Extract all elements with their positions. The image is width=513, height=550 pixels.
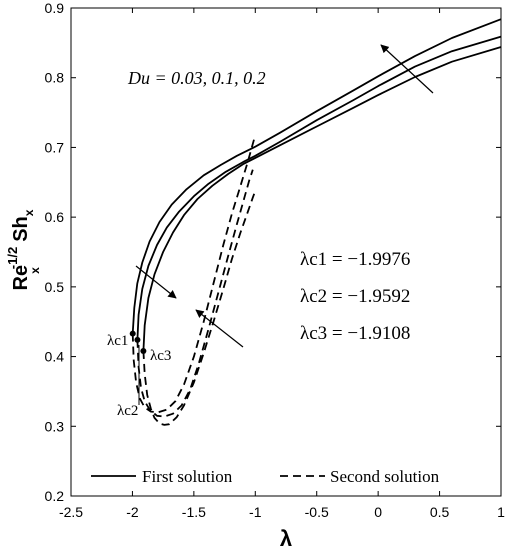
y-ticks: 0.2 0.3 0.4 0.5 0.6 0.7 0.8 0.9 (45, 0, 501, 504)
x-tick-label: -0.5 (305, 504, 329, 520)
y-tick-label: 0.3 (45, 418, 65, 434)
y-tick-label: 0.8 (45, 70, 65, 86)
du-annotation: Du = 0.03, 0.1, 0.2 (127, 68, 266, 88)
legend: First solution Second solution (91, 467, 440, 486)
series-layer (131, 18, 502, 426)
x-tick-label: -2.5 (59, 504, 83, 520)
critical-point-2 (134, 336, 141, 343)
first-solution-line-1 (131, 18, 502, 334)
arrow-lower (195, 309, 244, 348)
point-label-c1: λc1 (107, 333, 128, 349)
y-axis-title-sh: Sh (10, 216, 32, 242)
x-tick-label: -2 (126, 504, 139, 520)
second-solution-line-1 (131, 134, 257, 414)
second-solution-line-3 (142, 190, 257, 426)
first-solution-line-2 (136, 35, 502, 340)
y-tick-label: 0.6 (45, 209, 65, 225)
y-tick-label: 0.7 (45, 139, 65, 155)
second-solution-line-2 (136, 169, 254, 418)
x-tick-label: -1.5 (182, 504, 206, 520)
y-tick-label: 0.5 (45, 279, 65, 295)
x-tick-label: 1 (497, 504, 505, 520)
x-tick-label: 0.5 (430, 504, 450, 520)
point-label-c2: λc2 (117, 403, 138, 419)
lambda-c1-annotation: λc1 = −1.9976 (300, 249, 410, 270)
x-ticks: -2.5 -2 -1.5 -1 -0.5 0 0.5 1 (59, 8, 505, 520)
y-tick-label: 0.9 (45, 0, 65, 16)
y-axis-title-sub-x1: x (28, 267, 42, 274)
critical-point-3 (140, 347, 147, 354)
x-tick-label: 0 (374, 504, 382, 520)
y-axis-title-re: Re (10, 265, 32, 291)
critical-points (129, 330, 147, 354)
x-axis-title: λ (280, 526, 292, 550)
plot-frame (70, 7, 502, 497)
legend-label-first: First solution (142, 467, 233, 486)
y-tick-label: 0.4 (45, 349, 65, 365)
arrow-middle (135, 265, 177, 299)
y-axis-title-sup: -1/2 (5, 247, 20, 269)
lambda-c3-annotation: λc3 = −1.9108 (300, 323, 410, 344)
arrow-upper (380, 44, 434, 94)
x-tick-label: -1 (249, 504, 262, 520)
y-tick-label: 0.2 (45, 488, 65, 504)
legend-label-second: Second solution (330, 467, 440, 486)
first-solution-line-3 (142, 46, 502, 352)
y-axis-title-sub-x2: x (22, 209, 36, 216)
y-axis-title: Rex-1/2Shx (5, 209, 42, 290)
lambda-c2-annotation: λc2 = −1.9592 (300, 286, 410, 307)
critical-point-1 (129, 330, 136, 337)
point-label-c3: λc3 (150, 348, 171, 364)
